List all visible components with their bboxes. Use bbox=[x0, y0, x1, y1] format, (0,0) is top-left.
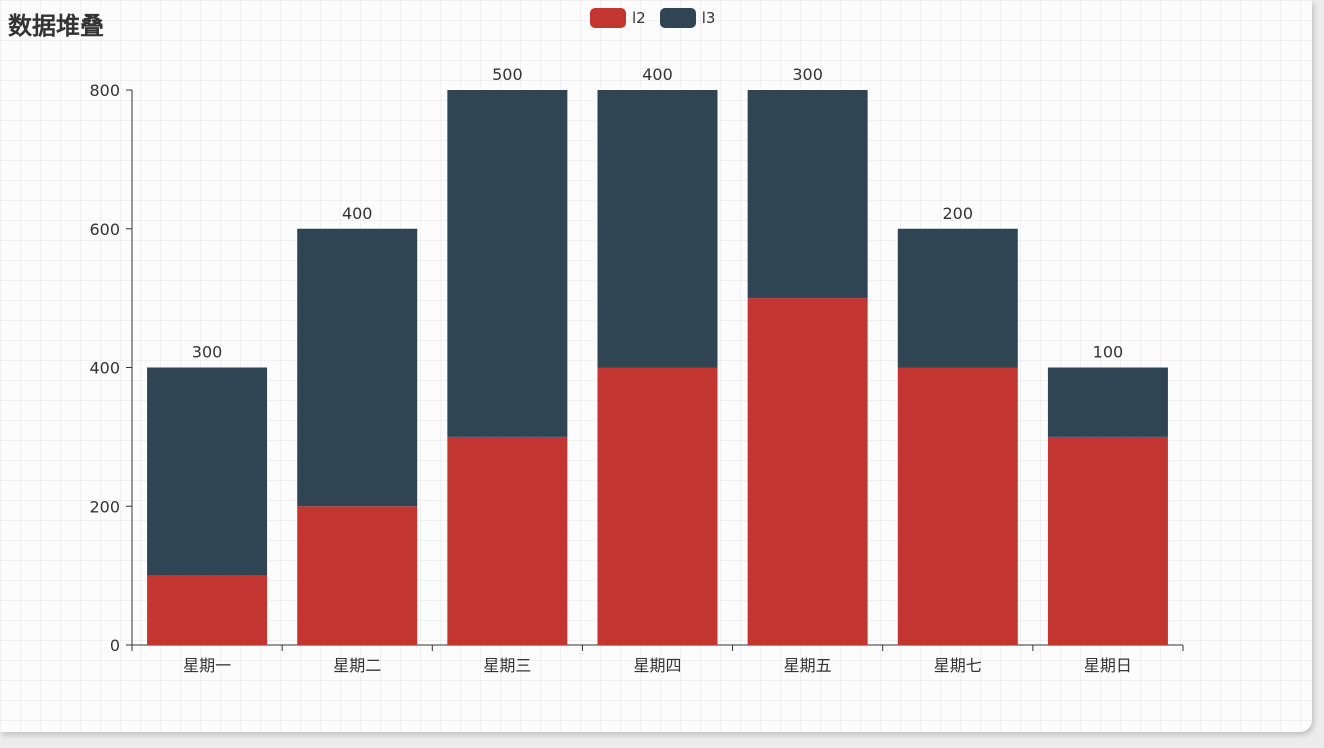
bar-l2 bbox=[597, 367, 718, 645]
bar-l3 bbox=[747, 90, 868, 299]
legend-label-l3: l3 bbox=[701, 9, 716, 27]
x-tick-label: 星期二 bbox=[333, 656, 381, 675]
bar-value-label: 300 bbox=[192, 343, 223, 362]
legend: l2 l3 bbox=[590, 8, 729, 28]
chart-title: 数据堆叠 bbox=[8, 12, 104, 40]
y-tick-label: 400 bbox=[89, 359, 120, 378]
bar-l3 bbox=[597, 90, 718, 368]
x-tick-label: 星期五 bbox=[784, 656, 832, 675]
bar-value-label: 300 bbox=[792, 65, 823, 84]
x-tick-label: 星期三 bbox=[483, 656, 531, 675]
bar-value-label: 400 bbox=[642, 65, 673, 84]
legend-swatch-l3 bbox=[659, 8, 696, 28]
bar-value-label: 100 bbox=[1093, 343, 1124, 362]
y-tick-label: 600 bbox=[89, 220, 120, 239]
bar-l2 bbox=[1047, 436, 1168, 645]
legend-label-l2: l2 bbox=[632, 9, 646, 27]
y-tick-label: 0 bbox=[110, 636, 120, 655]
legend-swatch-l2 bbox=[590, 8, 626, 28]
x-tick-label: 星期四 bbox=[633, 656, 681, 675]
y-tick-label: 200 bbox=[89, 497, 120, 516]
bar-l3 bbox=[297, 228, 418, 507]
bar-l2 bbox=[447, 436, 568, 645]
bar-value-label: 200 bbox=[943, 204, 974, 223]
legend-item-l2[interactable]: l2 bbox=[590, 8, 646, 28]
legend-item-l3[interactable]: l3 bbox=[659, 8, 716, 28]
x-tick-label: 星期七 bbox=[934, 656, 982, 675]
bar-l2 bbox=[747, 298, 868, 645]
y-tick-label: 800 bbox=[89, 81, 120, 100]
bar-l2 bbox=[297, 506, 418, 645]
x-tick-label: 星期日 bbox=[1084, 656, 1132, 675]
bar-l2 bbox=[147, 575, 268, 645]
x-tick-label: 星期一 bbox=[183, 656, 231, 675]
bar-value-label: 500 bbox=[492, 65, 523, 84]
bar-l3 bbox=[147, 367, 268, 576]
bar-l2 bbox=[897, 367, 1018, 645]
bar-l3 bbox=[447, 90, 568, 437]
bar-l3 bbox=[1047, 367, 1168, 437]
bar-l3 bbox=[897, 228, 1018, 368]
bar-value-label: 400 bbox=[342, 204, 373, 223]
